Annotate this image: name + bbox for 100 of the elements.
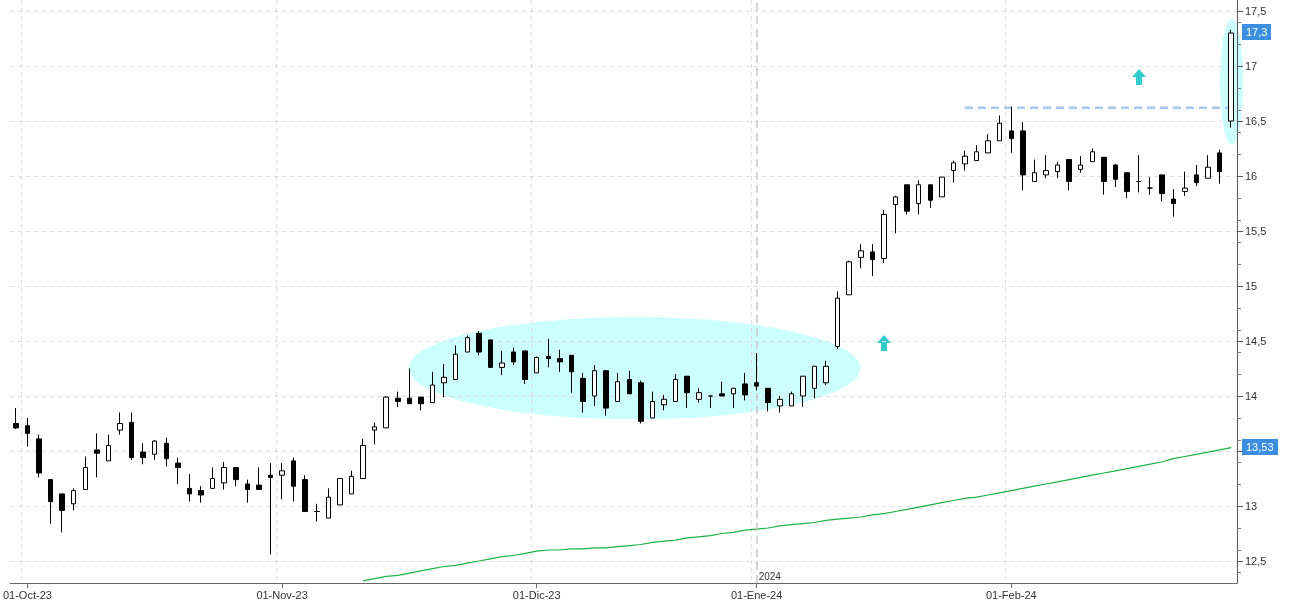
candlestick bbox=[1090, 148, 1095, 163]
candlestick bbox=[1055, 161, 1060, 179]
candlestick bbox=[140, 442, 146, 465]
candlestick bbox=[985, 133, 991, 154]
candlestick bbox=[777, 395, 783, 413]
candlestick bbox=[754, 352, 759, 391]
candlestick bbox=[546, 338, 551, 368]
candlestick bbox=[198, 485, 204, 504]
candlestick bbox=[522, 350, 528, 385]
x-tick-label: 01-Oct-23 bbox=[2, 588, 52, 601]
candlestick bbox=[719, 381, 725, 397]
candlestick bbox=[939, 176, 945, 198]
candlestick bbox=[997, 115, 1002, 142]
candlestick bbox=[708, 395, 713, 409]
candlestick bbox=[696, 387, 702, 404]
candlestick bbox=[974, 144, 979, 162]
candlestick bbox=[164, 437, 169, 467]
candlestick bbox=[962, 150, 968, 171]
candlestick bbox=[673, 373, 678, 402]
candlestick bbox=[1217, 149, 1222, 185]
candlestick bbox=[465, 335, 470, 353]
candlestick bbox=[1066, 159, 1072, 191]
candlestick bbox=[117, 412, 123, 435]
candlestick bbox=[245, 479, 250, 504]
candlestick bbox=[1113, 163, 1118, 188]
candlestick bbox=[557, 349, 563, 373]
candlestick bbox=[326, 487, 331, 519]
candlestick bbox=[661, 394, 667, 411]
candlestick bbox=[430, 371, 435, 404]
candlestick bbox=[511, 347, 516, 366]
y-tick-label: 15,5 bbox=[1245, 225, 1267, 237]
candlestick bbox=[1043, 154, 1049, 179]
candlestick bbox=[302, 474, 308, 512]
candlestick bbox=[615, 372, 620, 402]
candlestick bbox=[210, 467, 215, 489]
candlestick bbox=[870, 243, 875, 277]
y-tick-label: 12,5 bbox=[1245, 555, 1267, 567]
text: 17,3 bbox=[1242, 24, 1272, 40]
candlestick bbox=[94, 432, 100, 478]
ref-line-label: 2024 bbox=[758, 570, 782, 582]
candlestick bbox=[1194, 164, 1199, 187]
candlestick bbox=[314, 503, 320, 522]
candlestick bbox=[1101, 156, 1107, 196]
candlestick bbox=[1171, 188, 1176, 218]
candlestick bbox=[175, 457, 181, 485]
candlestick bbox=[268, 462, 273, 555]
candlestick bbox=[1147, 176, 1153, 196]
y-tick-label: 14,5 bbox=[1245, 335, 1267, 347]
candlestick bbox=[534, 355, 539, 374]
line-series bbox=[362, 447, 1232, 582]
y-tick-label: 16,5 bbox=[1245, 115, 1267, 127]
candlestick bbox=[337, 478, 343, 506]
candlestick bbox=[881, 209, 887, 264]
candlestick bbox=[476, 330, 482, 356]
candlestick bbox=[765, 387, 771, 412]
candlestick bbox=[800, 375, 806, 408]
candlestick bbox=[418, 396, 424, 411]
x-tick-label: 01-Ene-24 bbox=[730, 588, 783, 601]
candlestick bbox=[279, 462, 285, 500]
candlestick bbox=[823, 360, 829, 386]
candlestick bbox=[83, 456, 88, 490]
x-tick-label: 01-Nov-23 bbox=[256, 588, 308, 601]
y-tick-label: 17 bbox=[1245, 60, 1258, 72]
candlestick bbox=[25, 417, 30, 448]
candlestick bbox=[916, 179, 921, 215]
candlestick bbox=[846, 260, 852, 296]
candlestick bbox=[638, 380, 644, 424]
candlestick bbox=[441, 363, 447, 398]
candlestick bbox=[129, 412, 134, 461]
candlestick bbox=[499, 350, 505, 376]
candlestick bbox=[650, 391, 655, 419]
candlestick bbox=[453, 344, 458, 380]
candlestick bbox=[395, 391, 401, 408]
candlestick bbox=[812, 365, 817, 399]
x-tick-label: 01-Dic-23 bbox=[512, 588, 561, 601]
y-tick-label: 13 bbox=[1245, 500, 1258, 512]
candlestick bbox=[1009, 106, 1014, 154]
candlestick bbox=[592, 364, 597, 407]
candlestick bbox=[789, 391, 794, 407]
candlestick bbox=[106, 434, 111, 462]
candlestick bbox=[36, 434, 42, 478]
y-tick-label: 16 bbox=[1245, 170, 1258, 182]
candlestick bbox=[580, 372, 586, 413]
y-tick-label: 17,5 bbox=[1245, 5, 1267, 17]
candlestick bbox=[187, 473, 192, 503]
candlestick bbox=[13, 407, 19, 430]
candlestick bbox=[684, 375, 690, 409]
candlestick bbox=[1182, 171, 1188, 197]
candlestick bbox=[731, 387, 736, 409]
candlestick bbox=[1228, 29, 1234, 129]
candlestick bbox=[951, 160, 956, 184]
candlestick bbox=[1124, 172, 1130, 199]
candlestick bbox=[627, 370, 632, 395]
candlestick bbox=[256, 467, 262, 490]
candlestick bbox=[233, 467, 239, 487]
candlestick bbox=[221, 461, 227, 490]
candlestick bbox=[569, 354, 574, 394]
candlestick bbox=[603, 370, 609, 417]
y-tick-label: 14 bbox=[1245, 390, 1258, 402]
candlestick bbox=[742, 372, 748, 401]
